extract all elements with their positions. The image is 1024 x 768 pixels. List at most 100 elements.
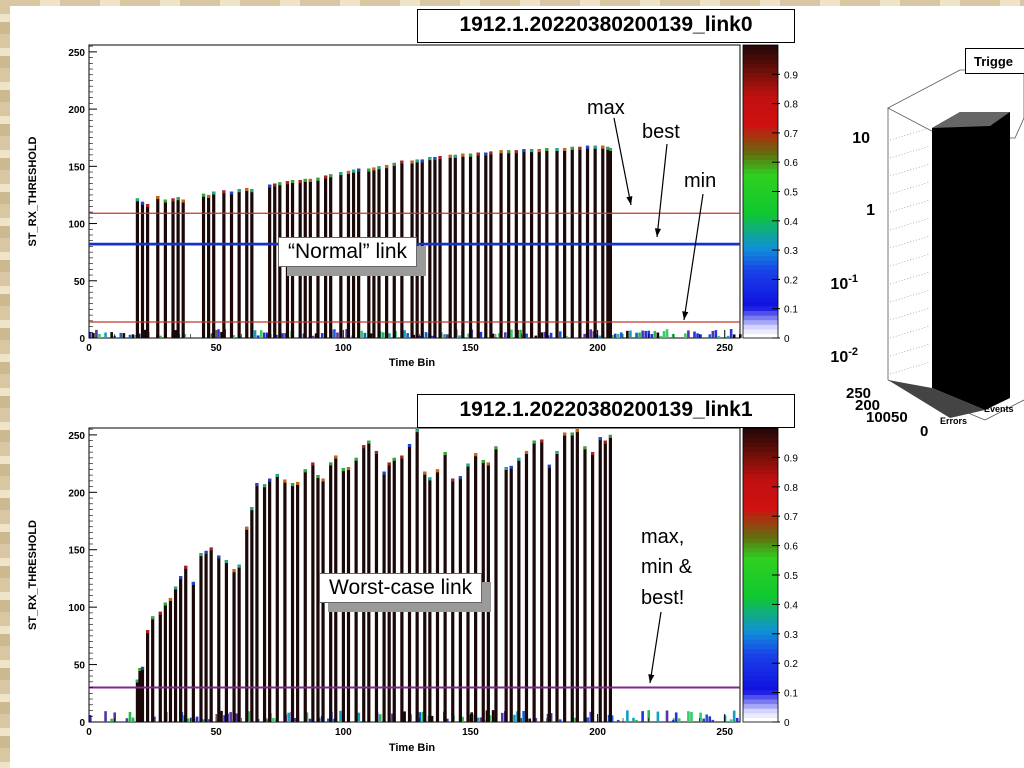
data-bar-cap (583, 446, 587, 450)
data-bar (163, 199, 167, 338)
noise-cell (131, 717, 135, 722)
data-bar (494, 446, 498, 722)
noise-cell (201, 719, 205, 722)
colorbar-cell (743, 301, 778, 307)
colorbar-cell (743, 154, 778, 160)
data-bar (222, 190, 226, 338)
noise-cell (293, 717, 297, 722)
trigger-grid-line (889, 253, 931, 267)
data-bar-cap (156, 196, 160, 200)
data-bar (135, 679, 140, 722)
data-bar-cap (245, 188, 249, 192)
noise-cell (272, 717, 275, 722)
trigger-y-tick-label: 10-2 (830, 346, 858, 366)
noise-cell (327, 718, 330, 722)
colorbar-tick-label: 0.5 (784, 188, 798, 199)
noise-cell (281, 333, 284, 338)
noise-cell (589, 711, 593, 722)
colorbar-cell (743, 492, 778, 498)
noise-cell (616, 333, 620, 338)
annotation-arrowhead (648, 674, 655, 683)
colorbar-cell (743, 214, 778, 220)
colorbar-cell (743, 671, 778, 677)
data-bar-cap (466, 463, 470, 467)
noise-cell (378, 714, 382, 722)
colorbar-cell (743, 620, 778, 627)
noise-cell (528, 718, 532, 722)
data-bar-cap (145, 630, 150, 634)
noise-cell (711, 330, 715, 338)
y-tick-label: 0 (79, 334, 85, 345)
data-bar-cap (346, 170, 351, 174)
colorbar-cell (743, 717, 778, 723)
data-bar (316, 475, 320, 722)
colorbar-cell (743, 49, 778, 55)
data-bar-cap (176, 197, 180, 201)
trigger-grid-line (889, 145, 931, 159)
data-bar-cap (606, 146, 610, 150)
colorbar-cell (743, 616, 778, 622)
noise-cell (220, 710, 223, 722)
noise-cell (638, 332, 641, 338)
x-tick-label: 250 (716, 727, 733, 738)
noise-cell (610, 334, 614, 338)
data-bar-cap (608, 148, 613, 152)
data-bar-cap (387, 462, 391, 466)
colorbar-cell (743, 625, 778, 631)
data-bar-cap (392, 457, 396, 461)
y-tick-label: 200 (68, 488, 85, 499)
y-tick-label: 50 (74, 661, 86, 672)
data-bar (140, 666, 145, 722)
noise-cell (522, 710, 525, 722)
colorbar-cell (743, 200, 778, 206)
colorbar-cell (743, 680, 778, 686)
y-tick-label: 250 (68, 431, 85, 442)
data-bar (290, 483, 295, 722)
noise-cell (729, 329, 733, 338)
noise-cell (403, 711, 406, 722)
noise-cell (458, 335, 461, 338)
y-tick-label: 0 (79, 718, 85, 729)
data-bar (158, 611, 162, 722)
colorbar-cell (743, 237, 778, 243)
data-bar (555, 450, 559, 722)
noise-cell (626, 710, 629, 722)
noise-cell (223, 715, 226, 722)
colorbar-cell (743, 310, 778, 316)
data-bar-cap (278, 182, 282, 186)
trigger-grid-line (889, 217, 931, 231)
data-bar (583, 446, 587, 722)
colorbar-cell (743, 666, 778, 672)
noise-cell (388, 333, 391, 338)
data-bar (420, 159, 424, 338)
data-bar-cap (179, 576, 183, 580)
data-bar-cap (145, 204, 150, 208)
x-tick-label: 50 (211, 727, 223, 738)
data-bar (608, 434, 613, 722)
annotation-max-comma: max, (641, 526, 685, 548)
data-bar-cap (509, 465, 513, 469)
data-bar (138, 668, 142, 722)
noise-cell (92, 332, 95, 338)
data-bar-cap (303, 469, 307, 473)
colorbar-cell (743, 639, 778, 645)
colorbar-cell (743, 90, 778, 96)
trigger-grid-line (889, 127, 931, 141)
data-bar (209, 547, 213, 722)
data-bar-cap (181, 199, 185, 203)
data-bar (262, 484, 267, 722)
noise-cell (504, 332, 507, 338)
colorbar-cell (743, 246, 778, 252)
noise-cell (232, 335, 236, 338)
noise-cell (558, 719, 562, 722)
colorbar-cell (743, 506, 778, 512)
y-tick-label: 50 (74, 277, 86, 288)
data-bar-cap (232, 569, 236, 573)
y-axis-label: ST_RX_THRESHOLD (27, 520, 39, 630)
colorbar-cell (743, 469, 778, 475)
y-tick-label: 250 (68, 48, 85, 59)
data-bar-cap (486, 462, 490, 466)
trigger-grid-line (889, 181, 931, 195)
noise-cell (565, 335, 568, 338)
colorbar-tick-label: 0.7 (784, 129, 798, 140)
